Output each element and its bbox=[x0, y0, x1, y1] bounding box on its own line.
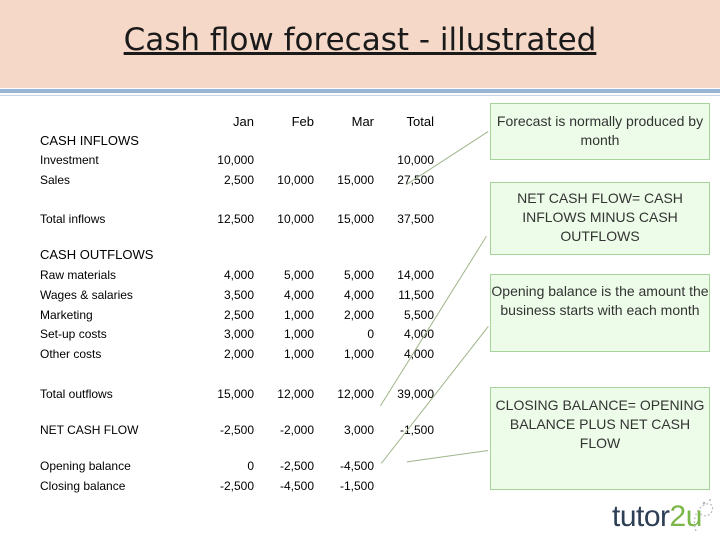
note-closing-balance: CLOSING BALANCE= OPENING BALANCE PLUS NE… bbox=[490, 387, 710, 490]
cell-total-inflows-feb: 10,000 bbox=[277, 212, 314, 226]
row-label-net-cash-flow: NET CASH FLOW bbox=[40, 423, 139, 437]
cell-total-inflows-jan: 12,500 bbox=[217, 212, 254, 226]
row-label-raw-materials: Raw materials bbox=[40, 268, 117, 282]
tutor2u-logo: tutor2u bbox=[612, 500, 702, 533]
cell-opening-mar: -4,500 bbox=[339, 459, 374, 473]
cell-wages-total: 11,500 bbox=[398, 288, 434, 302]
page-title: Cash flow forecast - illustrated bbox=[123, 22, 597, 58]
cell-wages-mar: 4,000 bbox=[343, 288, 374, 302]
cell-total-outflows-jan: 15,000 bbox=[217, 387, 254, 401]
cell-sales-mar: 15,000 bbox=[337, 173, 374, 187]
cell-marketing-jan: 2,500 bbox=[223, 308, 254, 322]
connector-line bbox=[406, 450, 489, 463]
cell-net-cash-flow-jan: -2,500 bbox=[219, 423, 254, 437]
cell-marketing-mar: 2,000 bbox=[343, 308, 374, 322]
header-mar: Mar bbox=[351, 114, 374, 129]
note-net-cash-flow: NET CASH FLOW= CASH INFLOWS MINUS CASH O… bbox=[490, 182, 710, 255]
row-label-setup: Set-up costs bbox=[40, 327, 107, 341]
cell-marketing-feb: 1,000 bbox=[283, 308, 314, 322]
cell-total-outflows-feb: 12,000 bbox=[277, 387, 314, 401]
cell-opening-jan: 0 bbox=[247, 459, 254, 473]
cell-total-outflows-total: 39,000 bbox=[397, 387, 434, 401]
cell-raw-materials-jan: 4,000 bbox=[223, 268, 254, 282]
header-jan: Jan bbox=[233, 114, 254, 129]
cell-other-jan: 2,000 bbox=[223, 347, 254, 361]
cell-total-inflows-mar: 15,000 bbox=[337, 212, 374, 226]
cell-total-inflows-total: 37,500 bbox=[397, 212, 434, 226]
row-label-marketing: Marketing bbox=[40, 308, 93, 322]
cell-investment-total: 10,000 bbox=[397, 153, 434, 167]
divider bbox=[0, 89, 720, 93]
cell-closing-mar: -1,500 bbox=[339, 479, 374, 493]
cell-marketing-total: 5,500 bbox=[403, 308, 434, 322]
cell-raw-materials-mar: 5,000 bbox=[343, 268, 374, 282]
cell-setup-mar: 0 bbox=[367, 327, 374, 341]
cell-sales-jan: 2,500 bbox=[223, 173, 254, 187]
cell-net-cash-flow-feb: -2,000 bbox=[279, 423, 314, 437]
note-opening-balance: Opening balance is the amount the busine… bbox=[490, 274, 710, 352]
cell-wages-feb: 4,000 bbox=[283, 288, 314, 302]
row-label-opening: Opening balance bbox=[40, 459, 131, 473]
cell-other-mar: 1,000 bbox=[343, 347, 374, 361]
row-label-sales: Sales bbox=[40, 173, 71, 187]
swirl-icon bbox=[693, 499, 714, 532]
cell-setup-feb: 1,000 bbox=[283, 327, 314, 341]
cell-net-cash-flow-mar: 3,000 bbox=[343, 423, 374, 437]
cell-other-feb: 1,000 bbox=[283, 347, 314, 361]
header-total: Total bbox=[406, 114, 434, 129]
header-feb: Feb bbox=[291, 114, 314, 129]
row-label-total-inflows: Total inflows bbox=[40, 212, 106, 226]
cell-opening-feb: -2,500 bbox=[279, 459, 314, 473]
row-label-total-outflows: Total outflows bbox=[40, 387, 113, 401]
cell-investment-jan: 10,000 bbox=[217, 153, 254, 167]
divider bbox=[0, 95, 720, 96]
title-band bbox=[0, 0, 720, 88]
section-cash-inflows: CASH INFLOWS bbox=[40, 133, 139, 148]
note-by-month: Forecast is normally produced by month bbox=[490, 103, 710, 160]
cell-raw-materials-total: 14,000 bbox=[397, 268, 434, 282]
cell-closing-jan: -2,500 bbox=[219, 479, 254, 493]
cell-other-total: 4,000 bbox=[403, 347, 434, 361]
cell-raw-materials-feb: 5,000 bbox=[283, 268, 314, 282]
row-label-wages: Wages & salaries bbox=[40, 288, 133, 302]
cell-wages-jan: 3,500 bbox=[223, 288, 254, 302]
row-label-closing: Closing balance bbox=[40, 479, 126, 493]
row-label-investment: Investment bbox=[40, 153, 99, 167]
cell-total-outflows-mar: 12,000 bbox=[337, 387, 374, 401]
cell-setup-jan: 3,000 bbox=[223, 327, 254, 341]
cell-sales-total: 27,500 bbox=[397, 173, 434, 187]
section-cash-outflows: CASH OUTFLOWS bbox=[40, 247, 154, 262]
row-label-other: Other costs bbox=[40, 347, 102, 361]
cell-sales-feb: 10,000 bbox=[277, 173, 314, 187]
cell-closing-feb: -4,500 bbox=[279, 479, 314, 493]
